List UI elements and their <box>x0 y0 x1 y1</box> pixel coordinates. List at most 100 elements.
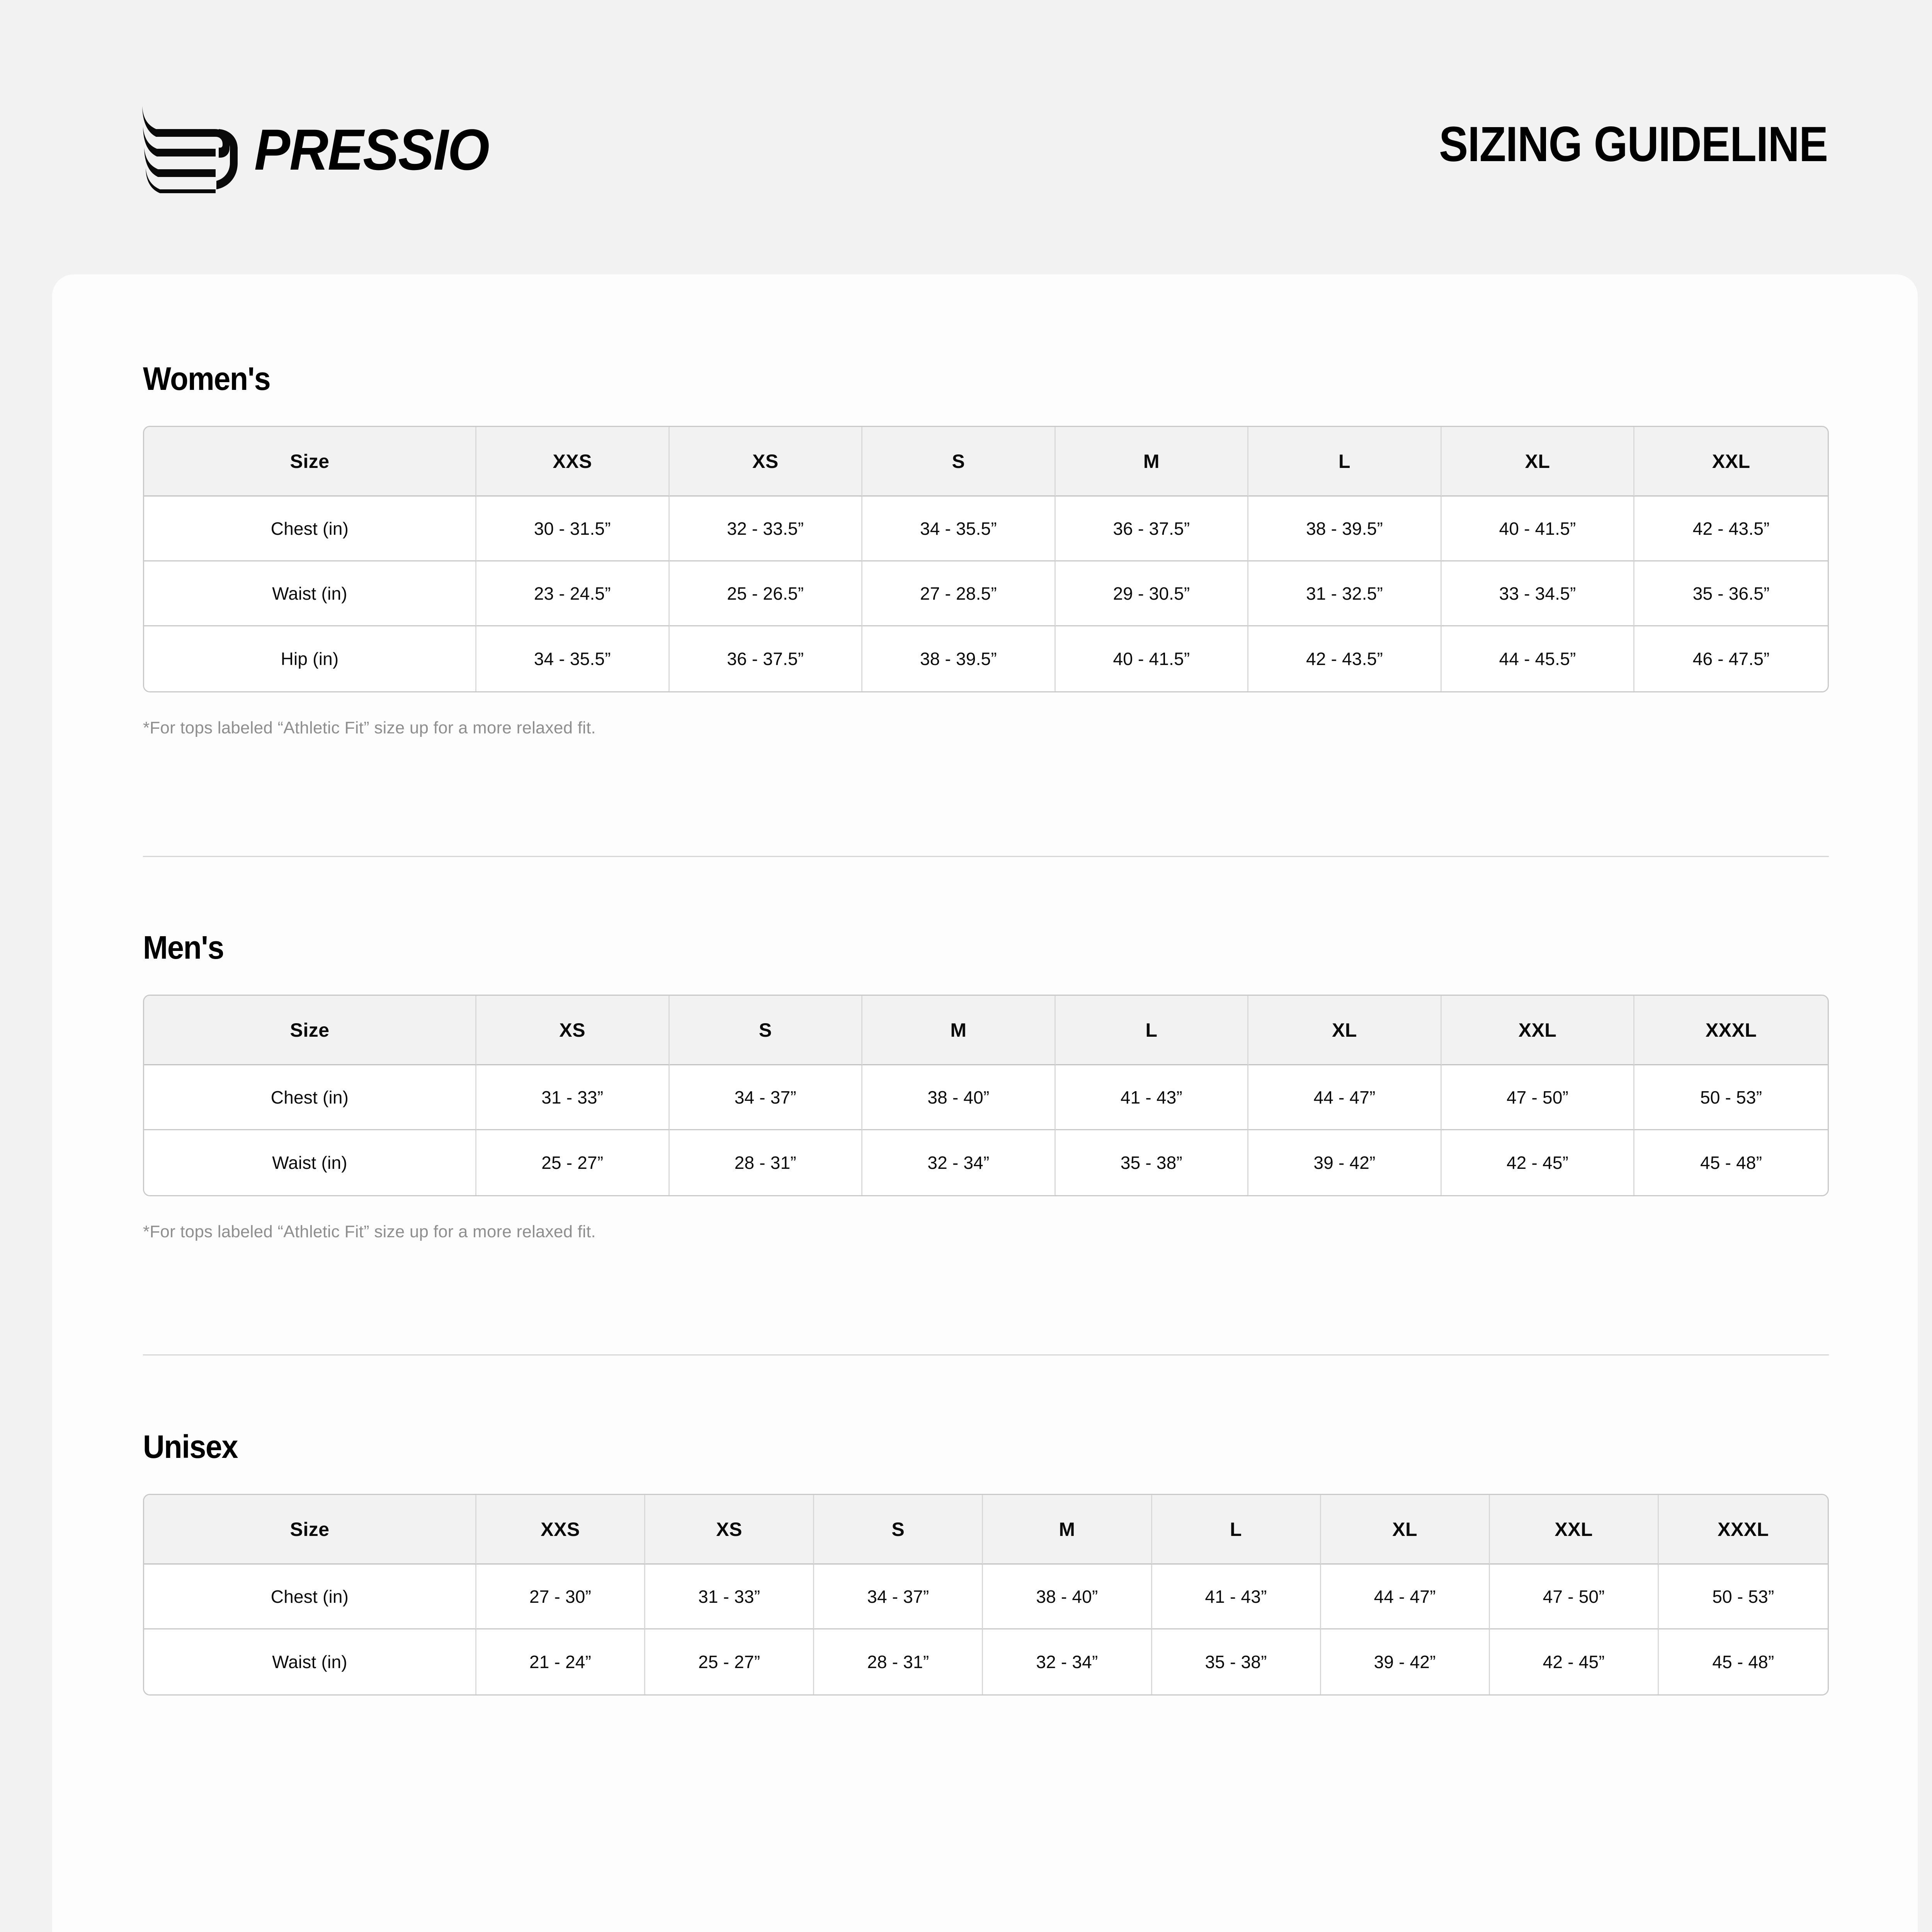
table-cell: 50 - 53” <box>1634 1065 1828 1130</box>
table-cell: 40 - 41.5” <box>1055 626 1249 691</box>
brand-lockup: PRESSIO <box>139 105 507 194</box>
column-header-xs: XS <box>645 1495 815 1565</box>
page-header: PRESSIO SIZING GUIDELINE <box>0 0 1932 274</box>
table-note-women: *For tops labeled “Athletic Fit” size up… <box>143 718 596 737</box>
row-label: Waist (in) <box>144 1629 476 1694</box>
column-header-xs: XS <box>476 996 670 1065</box>
document-title: SIZING GUIDELINE <box>1439 117 1828 172</box>
section-women: Women's Size XXS XS S M L XL XXL <box>143 362 1829 738</box>
section-heading-men: Men's <box>143 929 224 966</box>
table-cell: 45 - 48” <box>1634 1130 1828 1195</box>
section-men: Men's Size XS S M L XL XXL XXXL C <box>143 931 1829 1242</box>
table-cell: 35 - 38” <box>1152 1629 1321 1694</box>
table-cell: 33 - 34.5” <box>1441 561 1635 626</box>
size-table-unisex: Size XXS XS S M L XL XXL XXXL Chest (in)… <box>143 1494 1829 1696</box>
column-header-l: L <box>1152 1495 1321 1565</box>
table-cell: 42 - 45” <box>1490 1629 1659 1694</box>
table-header-row: Size XS S M L XL XXL XXXL <box>144 996 1828 1065</box>
row-label: Chest (in) <box>144 1565 476 1629</box>
column-header-xl: XL <box>1321 1495 1490 1565</box>
column-header-xxs: XXS <box>476 427 670 497</box>
table-cell: 44 - 47” <box>1321 1565 1490 1629</box>
table-cell: 29 - 30.5” <box>1055 561 1249 626</box>
table-header-row: Size XXS XS S M L XL XXL <box>144 427 1828 497</box>
column-header-size: Size <box>144 996 476 1065</box>
table-cell: 27 - 30” <box>476 1565 646 1629</box>
section-unisex: Unisex Size XXS XS S M L XL XXL XXXL <box>143 1430 1829 1696</box>
column-header-m: M <box>862 996 1056 1065</box>
table-row: Chest (in) 30 - 31.5” 32 - 33.5” 34 - 35… <box>144 497 1828 561</box>
row-label: Chest (in) <box>144 1065 476 1130</box>
row-label: Waist (in) <box>144 561 476 626</box>
column-header-xl: XL <box>1441 427 1635 497</box>
section-heading-unisex: Unisex <box>143 1429 238 1465</box>
table-cell: 32 - 34” <box>862 1130 1056 1195</box>
table-cell: 41 - 43” <box>1152 1565 1321 1629</box>
column-header-m: M <box>1055 427 1249 497</box>
table-row: Waist (in) 23 - 24.5” 25 - 26.5” 27 - 28… <box>144 561 1828 626</box>
table-cell: 39 - 42” <box>1321 1629 1490 1694</box>
section-heading-women: Women's <box>143 361 271 397</box>
table-cell: 25 - 27” <box>645 1629 815 1694</box>
table-cell: 31 - 33” <box>476 1065 670 1130</box>
section-divider <box>143 1354 1829 1355</box>
column-header-xl: XL <box>1248 996 1442 1065</box>
table-cell: 46 - 47.5” <box>1634 626 1828 691</box>
table-row: Chest (in) 31 - 33” 34 - 37” 38 - 40” 41… <box>144 1065 1828 1130</box>
row-label: Waist (in) <box>144 1130 476 1195</box>
table-cell: 44 - 47” <box>1248 1065 1442 1130</box>
column-header-size: Size <box>144 1495 476 1565</box>
table-cell: 44 - 45.5” <box>1441 626 1635 691</box>
brand-wordmark: PRESSIO <box>254 117 490 182</box>
table-row: Hip (in) 34 - 35.5” 36 - 37.5” 38 - 39.5… <box>144 626 1828 691</box>
table-cell: 34 - 35.5” <box>862 497 1056 561</box>
table-cell: 23 - 24.5” <box>476 561 670 626</box>
table-cell: 27 - 28.5” <box>862 561 1056 626</box>
column-header-l: L <box>1248 427 1442 497</box>
table-cell: 30 - 31.5” <box>476 497 670 561</box>
column-header-xxl: XXL <box>1441 996 1635 1065</box>
table-row: Waist (in) 25 - 27” 28 - 31” 32 - 34” 35… <box>144 1130 1828 1195</box>
table-cell: 40 - 41.5” <box>1441 497 1635 561</box>
table-cell: 21 - 24” <box>476 1629 646 1694</box>
table-cell: 45 - 48” <box>1658 1629 1828 1694</box>
column-header-s: S <box>669 996 863 1065</box>
column-header-xs: XS <box>669 427 863 497</box>
table-cell: 36 - 37.5” <box>1055 497 1249 561</box>
table-cell: 47 - 50” <box>1441 1065 1635 1130</box>
column-header-size: Size <box>144 427 476 497</box>
table-cell: 35 - 38” <box>1055 1130 1249 1195</box>
table-cell: 35 - 36.5” <box>1634 561 1828 626</box>
column-header-s: S <box>814 1495 983 1565</box>
table-cell: 34 - 35.5” <box>476 626 670 691</box>
table-cell: 42 - 45” <box>1441 1130 1635 1195</box>
column-header-xxl: XXL <box>1490 1495 1659 1565</box>
column-header-xxxl: XXXL <box>1658 1495 1828 1565</box>
table-cell: 42 - 43.5” <box>1248 626 1442 691</box>
table-header-row: Size XXS XS S M L XL XXL XXXL <box>144 1495 1828 1565</box>
table-cell: 31 - 32.5” <box>1248 561 1442 626</box>
column-header-xxl: XXL <box>1634 427 1828 497</box>
table-cell: 50 - 53” <box>1658 1565 1828 1629</box>
column-header-s: S <box>862 427 1056 497</box>
table-cell: 34 - 37” <box>814 1565 983 1629</box>
table-cell: 38 - 40” <box>862 1065 1056 1130</box>
row-label: Chest (in) <box>144 497 476 561</box>
table-cell: 28 - 31” <box>814 1629 983 1694</box>
column-header-l: L <box>1055 996 1249 1065</box>
table-cell: 31 - 33” <box>645 1565 815 1629</box>
table-cell: 36 - 37.5” <box>669 626 863 691</box>
table-note-men: *For tops labeled “Athletic Fit” size up… <box>143 1222 596 1241</box>
content-card: Women's Size XXS XS S M L XL XXL <box>52 274 1918 1932</box>
table-cell: 38 - 40” <box>983 1565 1152 1629</box>
table-cell: 39 - 42” <box>1248 1130 1442 1195</box>
table-cell: 25 - 26.5” <box>669 561 863 626</box>
table-row: Chest (in) 27 - 30” 31 - 33” 34 - 37” 38… <box>144 1565 1828 1629</box>
table-cell: 34 - 37” <box>669 1065 863 1130</box>
table-cell: 38 - 39.5” <box>862 626 1056 691</box>
pressio-wing-logo-icon <box>142 106 238 193</box>
column-header-m: M <box>983 1495 1152 1565</box>
section-divider <box>143 856 1829 857</box>
table-cell: 25 - 27” <box>476 1130 670 1195</box>
table-cell: 41 - 43” <box>1055 1065 1249 1130</box>
